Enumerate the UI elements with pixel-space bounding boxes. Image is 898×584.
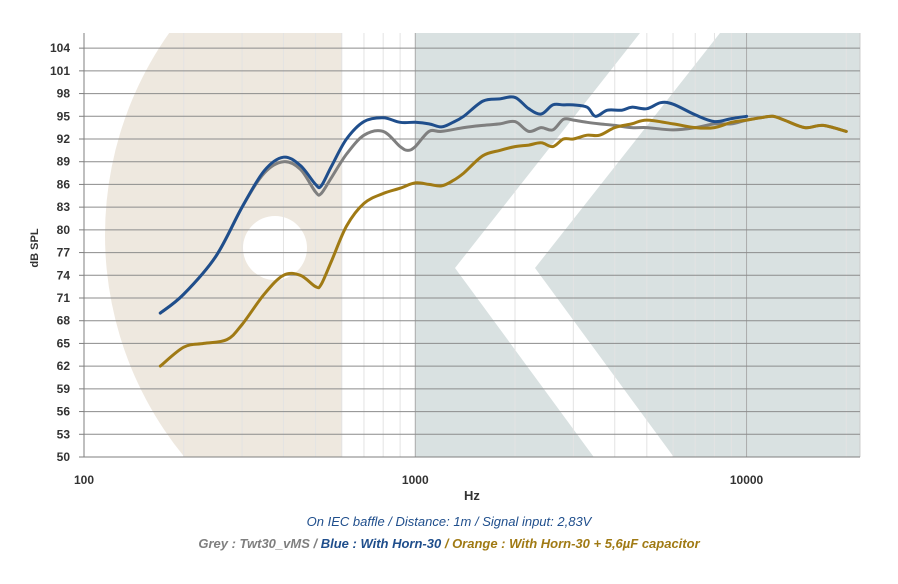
legend-separator: / <box>309 536 321 551</box>
caption-legend: Grey : Twt30_vMS / Blue : With Horn-30 /… <box>0 536 898 551</box>
watermark-dot <box>243 216 307 280</box>
series-line <box>158 95 749 315</box>
legend-blue: Blue : With Horn-30 <box>320 536 442 551</box>
y-tick-label: 80 <box>57 223 71 237</box>
caption-measurement-conditions: On IEC baffle / Distance: 1m / Signal in… <box>306 514 592 529</box>
watermark-gap <box>341 33 416 457</box>
y-tick-label: 89 <box>57 155 71 169</box>
y-tick-label: 65 <box>57 336 71 350</box>
y-tick-label: 68 <box>57 314 71 328</box>
y-axis-label: dB SPL <box>29 228 41 267</box>
axes: 50 53 56 59 62 65 68 71 74 77 80 83 86 89 92 95 98 101 104… <box>50 33 860 487</box>
y-tick-label: 71 <box>57 291 71 305</box>
series-line <box>158 114 848 315</box>
y-tick-label: 50 <box>57 450 71 464</box>
x-tick-label: 100 <box>74 473 94 487</box>
grid-lines <box>83 33 861 458</box>
y-tick-label: 74 <box>57 268 71 282</box>
y-tick-label: 62 <box>57 359 71 373</box>
y-tick-label: 104 <box>50 41 70 55</box>
y-tick-label: 101 <box>50 64 70 78</box>
x-axis-label: Hz <box>464 488 480 503</box>
series-lines <box>158 95 848 368</box>
legend-grey: Grey : Twt30_vMS <box>198 536 310 551</box>
y-tick-label: 86 <box>57 177 71 191</box>
y-tick-label: 98 <box>57 87 71 101</box>
series-line <box>158 114 848 368</box>
y-tick-label: 53 <box>57 427 71 441</box>
x-tick-label: 1000 <box>402 473 429 487</box>
y-tick-label: 95 <box>57 109 71 123</box>
y-tick-label: 56 <box>57 405 71 419</box>
x-tick-label: 10000 <box>730 473 764 487</box>
legend-orange: Orange : With Horn-30 + 5,6µF capacitor <box>452 536 700 551</box>
watermark-chevron <box>455 33 720 457</box>
y-tick-label: 92 <box>57 132 71 146</box>
y-tick-label: 59 <box>57 382 71 396</box>
y-tick-label: 77 <box>57 246 71 260</box>
legend-separator: / <box>441 536 453 551</box>
y-tick-label: 83 <box>57 200 71 214</box>
